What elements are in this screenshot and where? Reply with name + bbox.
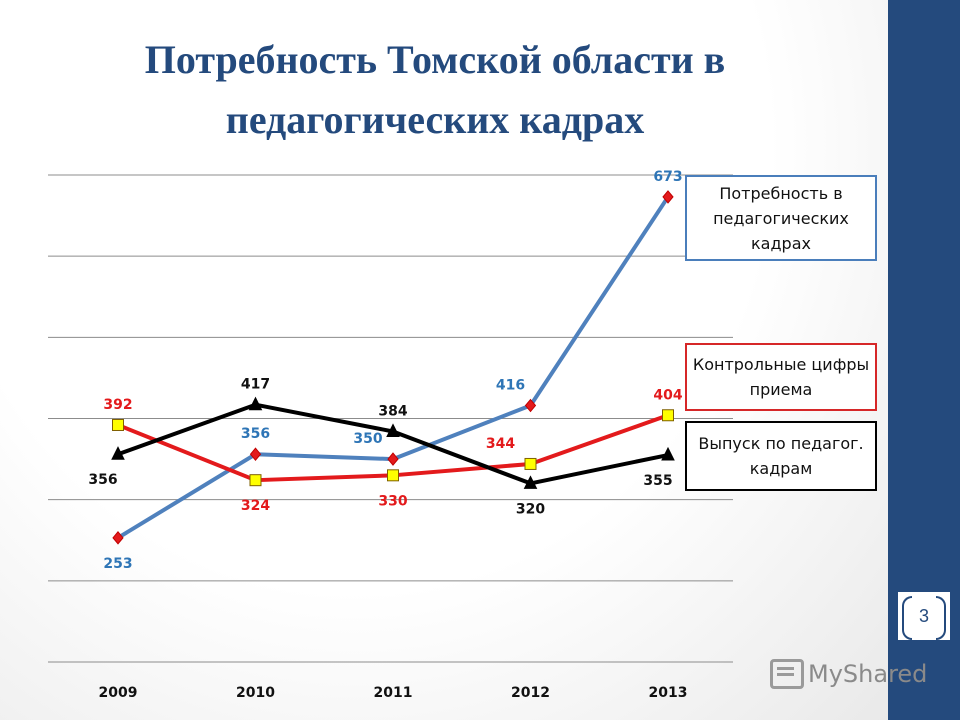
data-point-marker: [524, 457, 537, 470]
legend-demand: Потребность в педагогических кадрах: [685, 175, 877, 261]
data-label: 330: [378, 493, 407, 509]
data-point-marker: [524, 398, 537, 413]
data-point-marker: [248, 396, 263, 411]
data-label: 417: [241, 377, 270, 393]
data-point-marker: [523, 475, 538, 489]
x-tick-label: 2010: [236, 685, 275, 701]
data-label: 384: [378, 403, 407, 419]
data-label: 356: [88, 472, 117, 488]
x-tick-label: 2011: [374, 685, 413, 701]
data-point-marker: [387, 469, 399, 482]
data-point-marker: [662, 190, 674, 204]
page-number: 3: [918, 606, 929, 626]
slide-title: Потребность Томской области в педагогиче…: [144, 37, 726, 142]
data-label: 350: [353, 431, 382, 447]
data-label: 392: [103, 397, 132, 413]
data-label: 324: [241, 498, 270, 514]
data-point-marker: [249, 447, 262, 461]
data-point-marker: [249, 474, 262, 487]
data-label: 673: [653, 169, 682, 185]
logo-icon: [770, 659, 804, 689]
data-label: 320: [516, 501, 545, 517]
x-tick-label: 2013: [649, 685, 688, 701]
data-point-marker: [111, 446, 125, 460]
series-line: [116, 195, 670, 540]
data-label: 344: [486, 436, 515, 452]
page-number-badge: 3: [898, 592, 950, 640]
legend-admission: Контрольные цифры приема: [685, 343, 877, 411]
myshared-logo: MyShared: [770, 656, 927, 692]
data-point-marker: [387, 452, 399, 466]
data-point-marker: [112, 418, 124, 431]
x-tick-label: 2012: [511, 685, 550, 701]
x-tick-label: 2009: [99, 685, 138, 701]
data-point-marker: [662, 409, 674, 422]
data-point-marker: [112, 531, 124, 545]
legend-graduates: Выпуск по педагог. кадрам: [685, 421, 877, 491]
data-point-marker: [386, 423, 400, 437]
left-bracket-icon: [902, 596, 912, 640]
data-point-marker: [661, 446, 675, 461]
data-label: 356: [241, 426, 270, 442]
data-label: 404: [653, 387, 682, 403]
data-label: 355: [643, 473, 672, 489]
data-label: 253: [103, 556, 132, 572]
logo-text: MyShared: [808, 660, 928, 688]
data-label: 416: [496, 378, 525, 394]
